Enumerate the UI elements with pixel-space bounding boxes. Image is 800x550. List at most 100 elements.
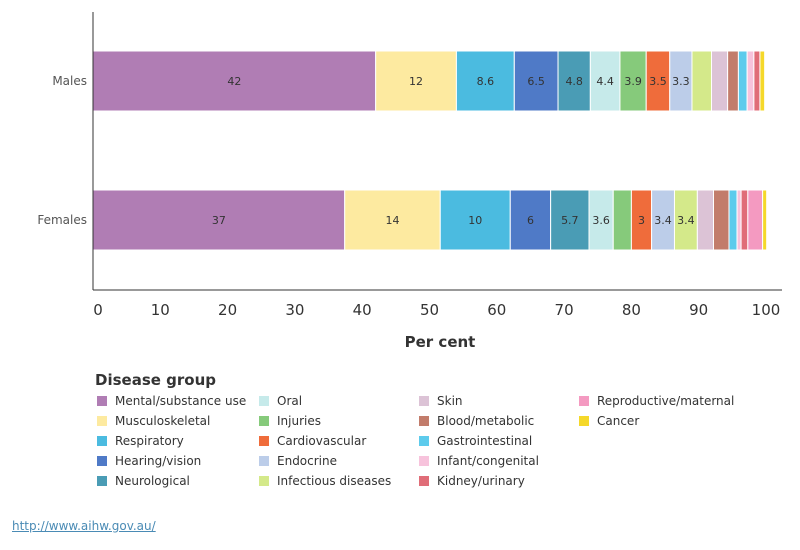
- legend-item[interactable]: Respiratory: [97, 433, 184, 449]
- legend-label: Respiratory: [115, 434, 184, 448]
- x-tick-label: 40: [353, 301, 372, 319]
- legend-item[interactable]: Blood/metabolic: [419, 413, 534, 429]
- x-axis-label: Per cent: [405, 333, 476, 351]
- data-label: 8.6: [477, 75, 495, 88]
- data-label: 14: [385, 214, 399, 227]
- legend-swatch: [97, 476, 107, 486]
- x-tick-label: 60: [487, 301, 506, 319]
- legend-swatch: [579, 416, 589, 426]
- bar-segment[interactable]: [728, 189, 738, 251]
- legend-label: Infant/congenital: [437, 454, 539, 468]
- legend-item[interactable]: Hearing/vision: [97, 453, 201, 469]
- legend-swatch: [419, 476, 429, 486]
- legend-label: Cancer: [597, 414, 640, 428]
- x-tick-label: 20: [218, 301, 237, 319]
- bar-segment[interactable]: [92, 50, 377, 112]
- legend: Mental/substance use Musculoskeletal Respi…: [97, 393, 797, 493]
- legend-item[interactable]: Infant/congenital: [419, 453, 539, 469]
- chart-area: 42 12 8.6 6.5 4.8 4.4 3.9 3.5 3.337 14 10 6 5.7 3.6 3 3…: [37, 12, 782, 351]
- bar-segment[interactable]: [737, 50, 748, 112]
- legend-item[interactable]: Mental/substance use: [97, 393, 246, 409]
- bar-segment[interactable]: [759, 50, 766, 112]
- x-tick-label: 100: [752, 301, 781, 319]
- bar-segment[interactable]: [710, 50, 729, 112]
- legend-item[interactable]: Musculoskeletal: [97, 413, 210, 429]
- data-label: 3.6: [592, 214, 610, 227]
- bar-segment[interactable]: [736, 189, 742, 251]
- legend-item[interactable]: Gastrointestinal: [419, 433, 532, 449]
- legend-swatch: [259, 476, 269, 486]
- legend-swatch: [97, 456, 107, 466]
- bar-segment[interactable]: [696, 189, 715, 251]
- data-label: 12: [409, 75, 423, 88]
- data-label: 37: [212, 214, 226, 227]
- legend-item[interactable]: Oral: [259, 393, 302, 409]
- legend-item[interactable]: Injuries: [259, 413, 321, 429]
- source-link[interactable]: http://www.aihw.gov.au/: [12, 519, 156, 533]
- legend-item[interactable]: Reproductive/maternal: [579, 393, 734, 409]
- legend-label: Kidney/urinary: [437, 474, 525, 488]
- legend-swatch: [259, 436, 269, 446]
- legend-swatch: [419, 416, 429, 426]
- legend-item[interactable]: Neurological: [97, 473, 190, 489]
- legend-item[interactable]: Infectious diseases: [259, 473, 391, 489]
- data-label: 10: [468, 214, 482, 227]
- data-label: 42: [227, 75, 241, 88]
- bar-segment[interactable]: [713, 189, 730, 251]
- bar-segment[interactable]: [691, 50, 712, 112]
- bar-segment[interactable]: [727, 50, 739, 112]
- legend-swatch: [419, 436, 429, 446]
- x-tick-label: 80: [622, 301, 641, 319]
- bar-segment[interactable]: [612, 189, 632, 251]
- data-label: 3.4: [654, 214, 672, 227]
- x-tick-label: 70: [555, 301, 574, 319]
- bar-segment[interactable]: [747, 189, 764, 251]
- category-labels: Males Females: [37, 74, 87, 227]
- data-label: 3.5: [649, 75, 667, 88]
- legend-label: Gastrointestinal: [437, 434, 533, 448]
- data-label: 4.4: [596, 75, 614, 88]
- bar-segment[interactable]: [509, 189, 552, 251]
- category-label: Females: [37, 213, 87, 227]
- bar-segment[interactable]: [753, 50, 761, 112]
- legend-label: Skin: [437, 394, 463, 408]
- bar-segment[interactable]: [92, 189, 346, 251]
- bar-segment[interactable]: [439, 189, 511, 251]
- bar-segment[interactable]: [557, 50, 591, 112]
- bar-segment[interactable]: [344, 189, 441, 251]
- legend-swatch: [97, 416, 107, 426]
- bar-segment[interactable]: [619, 50, 647, 112]
- legend-swatch: [259, 396, 269, 406]
- bar-segment[interactable]: [762, 189, 768, 251]
- legend-label: Oral: [277, 394, 303, 408]
- legend-swatch: [259, 456, 269, 466]
- legend-item[interactable]: Cancer: [579, 413, 639, 429]
- data-label: 4.8: [565, 75, 583, 88]
- bar-segment[interactable]: [550, 189, 590, 251]
- data-label: 6.5: [527, 75, 545, 88]
- legend-label: Neurological: [115, 474, 190, 488]
- data-label: 5.7: [561, 214, 579, 227]
- legend-item[interactable]: Kidney/urinary: [419, 473, 525, 489]
- bar-segment[interactable]: [455, 50, 515, 112]
- legend-item[interactable]: Skin: [419, 393, 463, 409]
- bar-segment[interactable]: [588, 189, 614, 251]
- legend-label: Mental/substance use: [115, 394, 247, 408]
- legend-swatch: [259, 416, 269, 426]
- legend-swatch: [97, 436, 107, 446]
- legend-label: Musculoskeletal: [115, 414, 211, 428]
- bar-segment[interactable]: [375, 50, 457, 112]
- bar-segment[interactable]: [746, 50, 755, 112]
- legend-label: Infectious diseases: [277, 474, 392, 488]
- bar-segment[interactable]: [589, 50, 621, 112]
- x-tick-label: 10: [151, 301, 170, 319]
- data-label: 6: [527, 214, 534, 227]
- legend-swatch: [97, 396, 107, 406]
- legend-item[interactable]: Cardiovascular: [259, 433, 366, 449]
- bar-segment[interactable]: [740, 189, 749, 251]
- legend-swatch: [419, 456, 429, 466]
- legend-item[interactable]: Endocrine: [259, 453, 337, 469]
- legend-label: Cardiovascular: [277, 434, 367, 448]
- legend-label: Reproductive/maternal: [597, 394, 735, 408]
- x-tick-labels: 0 10 20 30 40 50 60 70 80 90 100: [93, 301, 780, 319]
